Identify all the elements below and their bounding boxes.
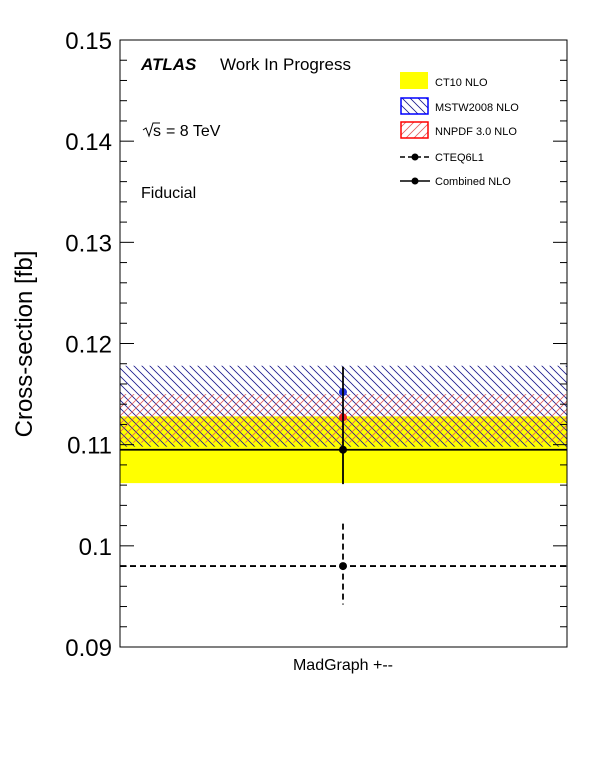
- legend: CT10 NLO MSTW2008 NLO NNPDF 3.0 NLO CTEQ…: [400, 72, 519, 188]
- legend-label-nnpdf: NNPDF 3.0 NLO: [435, 126, 517, 138]
- region-label: Fiducial: [141, 185, 196, 202]
- y-tick-label: 0.13: [65, 230, 112, 257]
- legend-swatch-ct10: [400, 72, 428, 89]
- energy-sqrt-text: s: [153, 123, 161, 140]
- y-tick-label: 0.15: [65, 28, 112, 55]
- legend-swatch-nnpdf: [401, 122, 428, 138]
- y-tick-labels: 0.09 0.1 0.11 0.12 0.13 0.14 0.15: [65, 28, 112, 662]
- legend-label-cteq: CTEQ6L1: [435, 152, 484, 164]
- legend-swatch-mstw: [401, 98, 428, 114]
- legend-swatch-combined: [400, 178, 430, 185]
- y-axis-title: Cross-section [fb]: [11, 251, 38, 438]
- y-tick-label: 0.12: [65, 332, 112, 359]
- point-cteq6l1: [339, 562, 347, 570]
- y-tick-label: 0.1: [79, 534, 112, 561]
- x-category-label: MadGraph +--: [293, 657, 393, 674]
- status-label: Work In Progress: [220, 55, 351, 74]
- y-tick-label: 0.09: [65, 635, 112, 662]
- legend-swatch-cteq: [400, 154, 430, 161]
- legend-label-combined: Combined NLO: [435, 176, 511, 188]
- legend-label-mstw: MSTW2008 NLO: [435, 102, 519, 114]
- energy-label: s = 8 TeV: [143, 123, 221, 140]
- atlas-label: ATLAS: [140, 55, 197, 74]
- y-tick-label: 0.14: [65, 129, 112, 156]
- y-tick-label: 0.11: [67, 433, 112, 460]
- energy-value-text: = 8 TeV: [166, 123, 221, 140]
- point-combined-nlo: [339, 446, 347, 454]
- legend-label-ct10: CT10 NLO: [435, 77, 488, 89]
